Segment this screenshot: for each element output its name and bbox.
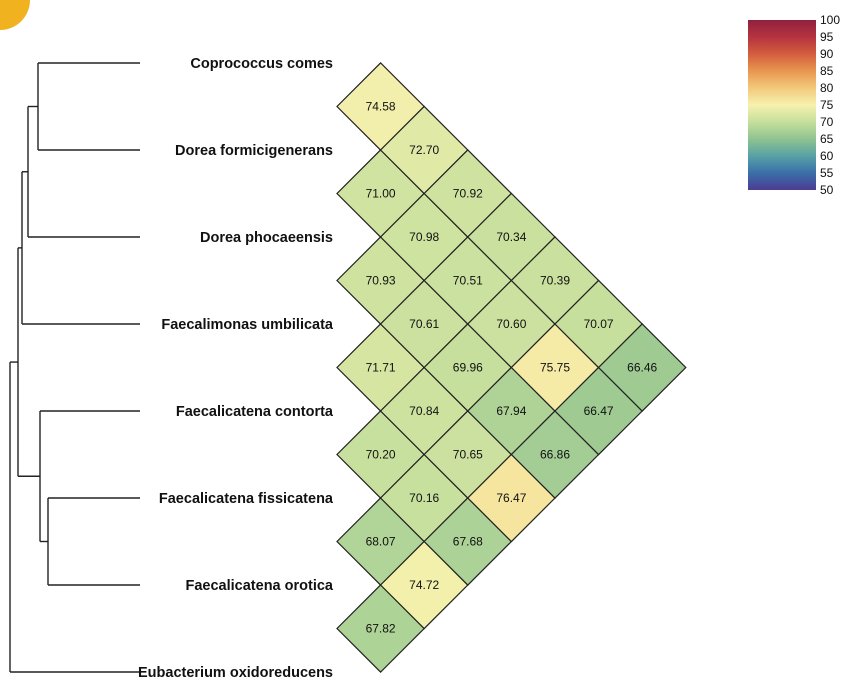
color-scale: 100 95 90 85 80 75 70 65 60 55 50 <box>748 13 840 197</box>
color-scale-tick: 100 <box>820 13 840 27</box>
taxon-label: Dorea formicigenerans <box>175 143 333 159</box>
heatmap-cell-label: 71.71 <box>366 361 396 375</box>
dendrogram <box>9 62 140 673</box>
heatmap-cell-label: 70.39 <box>540 274 570 288</box>
heatmap-cell-label: 67.68 <box>453 535 483 549</box>
heatmap-cell-label: 76.47 <box>496 491 526 505</box>
heatmap-cell-label: 75.75 <box>540 361 570 375</box>
taxon-label: Faecalicatena fissicatena <box>159 491 334 507</box>
taxon-label: Dorea phocaeensis <box>200 230 333 246</box>
color-scale-tick: 65 <box>820 132 834 146</box>
corner-badge <box>0 0 30 30</box>
heatmap-cell-label: 70.16 <box>409 491 439 505</box>
color-scale-tick: 60 <box>820 149 834 163</box>
heatmap-cell-label: 69.96 <box>453 361 483 375</box>
heatmap-cell-label: 68.07 <box>366 535 396 549</box>
taxon-labels: Coprococcus comes Dorea formicigenerans Do… <box>138 56 334 681</box>
heatmap-cell-label: 70.61 <box>409 317 439 331</box>
taxon-label: Eubacterium oxidoreducens <box>138 665 333 681</box>
heatmap-cell-label: 71.00 <box>366 187 396 201</box>
heatmap-cell-label: 70.93 <box>366 274 396 288</box>
heatmap-cell-label: 70.34 <box>496 230 526 244</box>
heatmap-cell-label: 67.82 <box>366 622 396 636</box>
heatmap-cell-label: 70.07 <box>584 317 614 331</box>
heatmap: 74.58 71.00 72.70 70.93 70.98 70.92 71.71 70.61… <box>336 62 687 673</box>
heatmap-cell-label: 70.20 <box>366 448 396 462</box>
heatmap-cell <box>597 323 687 412</box>
heatmap-cell-label: 72.70 <box>409 143 439 157</box>
heatmap-cell-label: 70.92 <box>453 187 483 201</box>
taxon-label: Faecalimonas umbilicata <box>161 317 334 333</box>
heatmap-cell-label: 66.47 <box>584 404 614 418</box>
taxon-label: Faecalicatena contorta <box>176 404 334 420</box>
heatmap-cell-label: 70.60 <box>496 317 526 331</box>
heatmap-cell-label: 74.58 <box>366 100 396 114</box>
color-scale-tick: 80 <box>820 81 834 95</box>
heatmap-cell-label: 67.94 <box>496 404 526 418</box>
heatmap-cell-label: 70.51 <box>453 274 483 288</box>
taxon-label: Faecalicatena orotica <box>186 578 334 594</box>
color-scale-tick: 85 <box>820 64 834 78</box>
heatmap-cell-label: 70.65 <box>453 448 483 462</box>
color-scale-tick: 75 <box>820 98 834 112</box>
color-scale-tick: 95 <box>820 30 834 44</box>
color-scale-tick: 55 <box>820 166 834 180</box>
heatmap-cell-label: 66.46 <box>627 361 657 375</box>
color-scale-bar <box>748 20 816 190</box>
color-scale-tick: 70 <box>820 115 834 129</box>
heatmap-cell-label: 70.98 <box>409 230 439 244</box>
heatmap-cell-label: 74.72 <box>409 578 439 592</box>
color-scale-tick: 90 <box>820 47 834 61</box>
taxon-label: Coprococcus comes <box>190 56 333 72</box>
heatmap-cell-label: 66.86 <box>540 448 570 462</box>
color-scale-tick: 50 <box>820 183 834 197</box>
heatmap-cell-label: 70.84 <box>409 404 439 418</box>
